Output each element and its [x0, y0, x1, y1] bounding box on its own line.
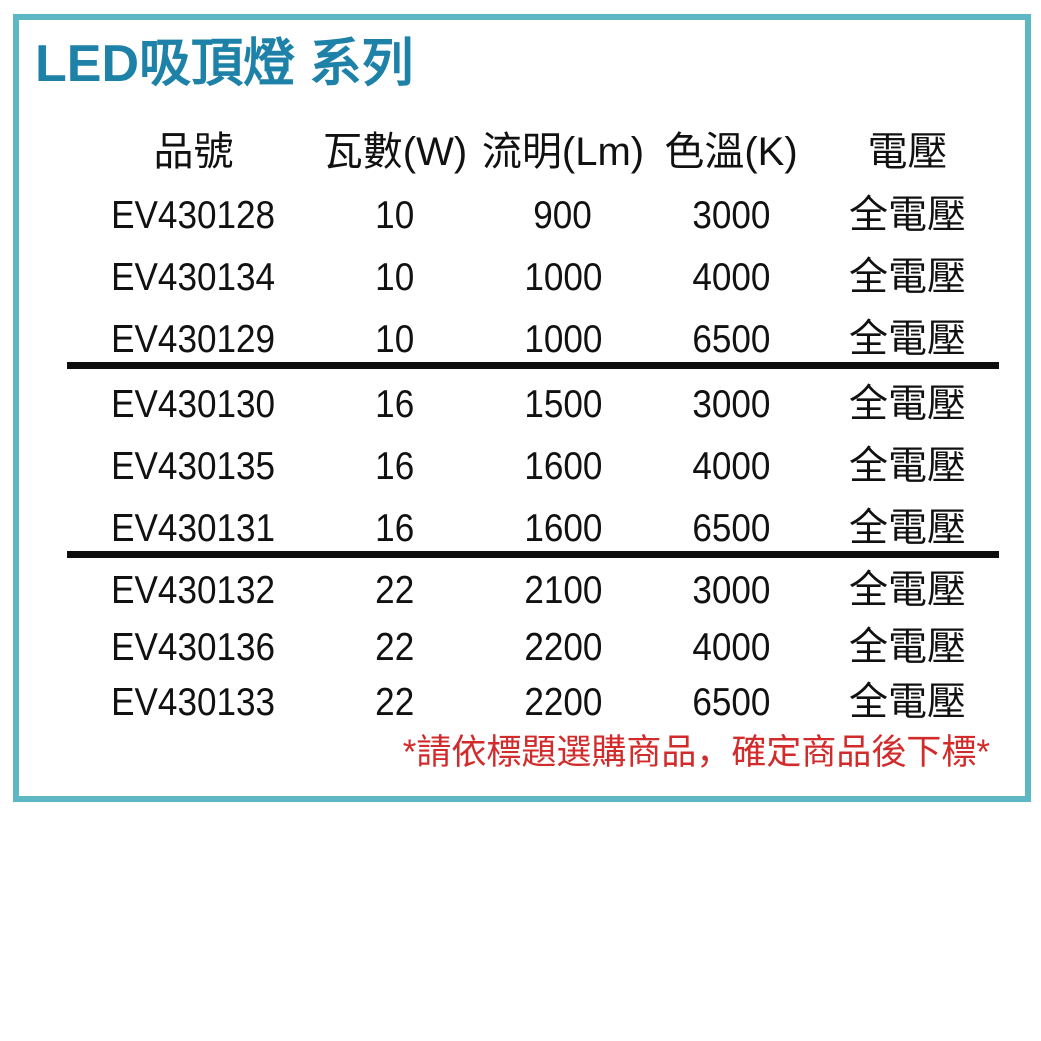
wattage-cell: 10: [375, 317, 415, 361]
lumens-cell: 1000: [523, 255, 603, 299]
purchase-note: *請依標題選購商品，確定商品後下標*: [402, 733, 990, 772]
table-row: EV430134 10 1000 4000 全電壓: [67, 249, 999, 305]
voltage-cell: 全電壓: [848, 193, 966, 237]
lumens-cell: 1600: [523, 506, 603, 550]
lumens-cell: 900: [533, 193, 593, 237]
table-row: EV430129 10 1000 6500 全電壓: [67, 311, 999, 367]
product-no-cell: EV430134: [111, 255, 276, 299]
product-no-cell: EV430135: [111, 444, 276, 488]
column-header-voltage: 電壓: [867, 130, 948, 174]
table-row: EV430130 16 1500 3000 全電壓: [67, 376, 999, 432]
wattage-cell: 16: [375, 444, 415, 488]
table-row: EV430132 22 2100 3000 全電壓: [67, 562, 999, 618]
page-title: LED吸頂燈 系列: [35, 35, 414, 93]
column-header-wattage: 瓦數(W): [322, 130, 468, 174]
table-row: EV430128 10 900 3000 全電壓: [67, 187, 999, 243]
voltage-cell: 全電壓: [848, 506, 966, 550]
lumens-cell: 1000: [523, 317, 603, 361]
table-row: EV430136 22 2200 4000 全電壓: [67, 619, 999, 675]
wattage-cell: 10: [375, 193, 415, 237]
color-temp-cell: 6500: [691, 506, 771, 550]
lumens-cell: 2100: [523, 568, 603, 612]
color-temp-cell: 3000: [691, 568, 771, 612]
lumens-cell: 1500: [523, 382, 603, 426]
voltage-cell: 全電壓: [848, 382, 966, 426]
table-header-row: 品號 瓦數(W) 流明(Lm) 色溫(K) 電壓: [67, 124, 999, 180]
voltage-cell: 全電壓: [848, 317, 966, 361]
wattage-cell: 22: [375, 625, 415, 669]
voltage-cell: 全電壓: [848, 625, 966, 669]
product-no-cell: EV430133: [111, 680, 276, 724]
wattage-cell: 16: [375, 382, 415, 426]
wattage-cell: 16: [375, 506, 415, 550]
spec-card: LED吸頂燈 系列 品號 瓦數(W) 流明(Lm) 色溫(K) 電壓 EV430…: [13, 14, 1031, 802]
wattage-cell: 10: [375, 255, 415, 299]
wattage-cell: 22: [375, 680, 415, 724]
product-no-cell: EV430129: [111, 317, 276, 361]
group-divider: [67, 551, 999, 558]
lumens-cell: 1600: [523, 444, 603, 488]
lumens-cell: 2200: [523, 680, 603, 724]
product-no-cell: EV430130: [111, 382, 276, 426]
column-header-product-no: 品號: [153, 130, 234, 174]
product-no-cell: EV430128: [111, 193, 276, 237]
product-no-cell: EV430131: [111, 506, 276, 550]
table-row: EV430135 16 1600 4000 全電壓: [67, 438, 999, 494]
color-temp-cell: 6500: [691, 680, 771, 724]
column-header-lumens: 流明(Lm): [481, 130, 645, 174]
table-row: EV430133 22 2200 6500 全電壓: [67, 674, 999, 730]
color-temp-cell: 4000: [691, 625, 771, 669]
lumens-cell: 2200: [523, 625, 603, 669]
color-temp-cell: 6500: [691, 317, 771, 361]
group-divider: [67, 362, 999, 369]
voltage-cell: 全電壓: [848, 444, 966, 488]
column-header-color-temp: 色溫(K): [664, 130, 798, 174]
color-temp-cell: 4000: [691, 444, 771, 488]
voltage-cell: 全電壓: [848, 568, 966, 612]
voltage-cell: 全電壓: [848, 255, 966, 299]
voltage-cell: 全電壓: [848, 680, 966, 724]
product-no-cell: EV430136: [111, 625, 276, 669]
color-temp-cell: 3000: [691, 382, 771, 426]
color-temp-cell: 4000: [691, 255, 771, 299]
color-temp-cell: 3000: [691, 193, 771, 237]
table-row: EV430131 16 1600 6500 全電壓: [67, 500, 999, 556]
wattage-cell: 22: [375, 568, 415, 612]
product-no-cell: EV430132: [111, 568, 276, 612]
